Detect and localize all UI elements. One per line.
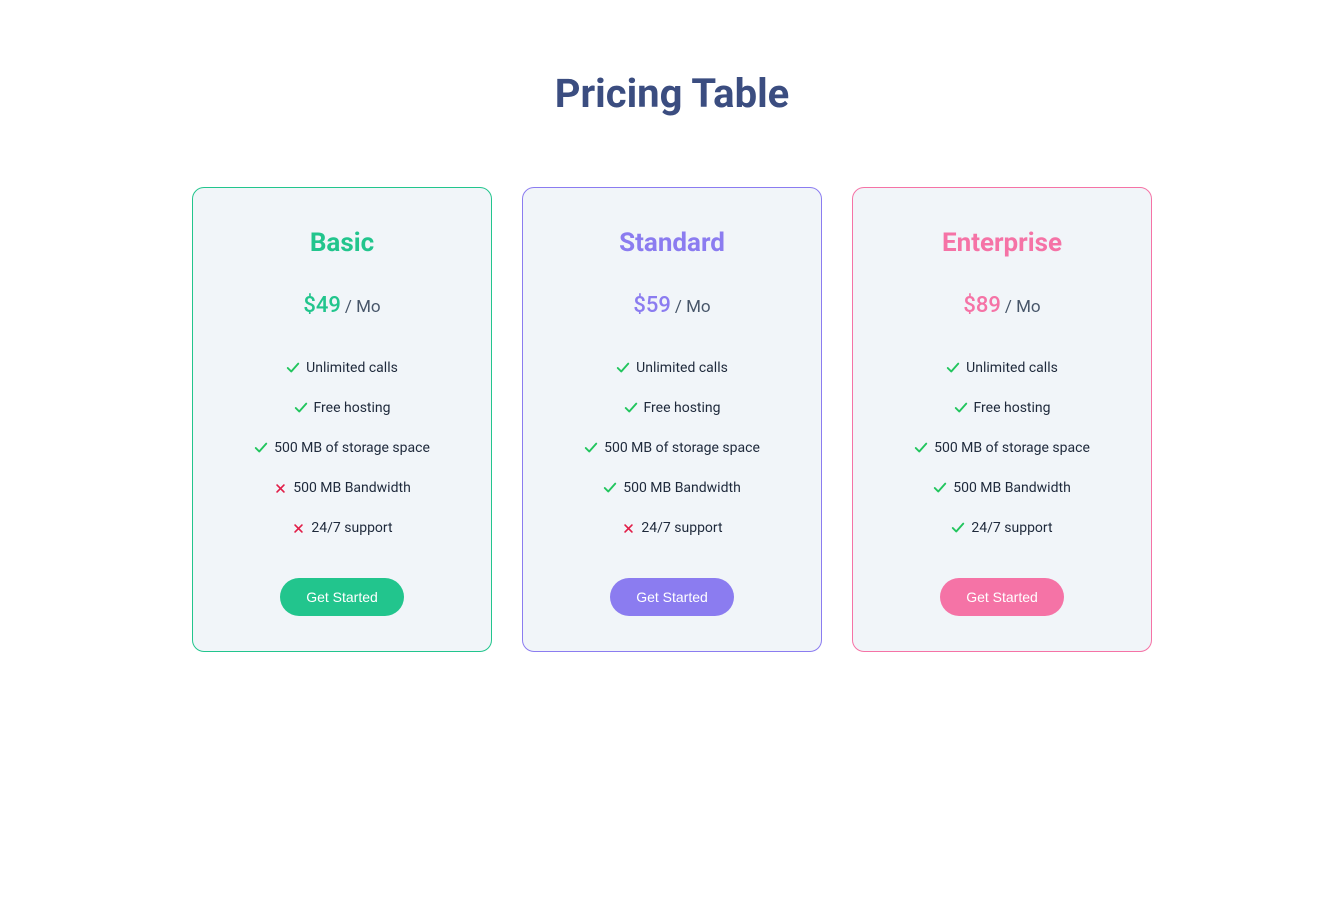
feature-label: Unlimited calls xyxy=(636,360,728,376)
check-icon xyxy=(254,441,268,455)
feature-label: 500 MB Bandwidth xyxy=(623,480,741,496)
page-title: Pricing Table xyxy=(555,70,790,117)
check-icon xyxy=(946,361,960,375)
check-icon xyxy=(914,441,928,455)
feature-label: 500 MB of storage space xyxy=(934,440,1090,456)
get-started-button[interactable]: Get Started xyxy=(610,578,734,616)
check-icon xyxy=(603,481,617,495)
feature-item: Unlimited calls xyxy=(543,348,801,388)
plan-name: Standard xyxy=(543,228,801,258)
feature-label: Free hosting xyxy=(314,400,391,416)
price-period: / Mo xyxy=(1005,297,1041,317)
feature-label: Unlimited calls xyxy=(966,360,1058,376)
feature-item: 500 MB of storage space xyxy=(543,428,801,468)
feature-label: Free hosting xyxy=(974,400,1051,416)
cross-icon xyxy=(291,521,305,535)
feature-label: 500 MB Bandwidth xyxy=(293,480,411,496)
check-icon xyxy=(616,361,630,375)
plan-name: Basic xyxy=(213,228,471,258)
feature-label: Free hosting xyxy=(644,400,721,416)
feature-list: Unlimited calls Free hosting 500 MB of sto… xyxy=(213,348,471,548)
feature-label: 500 MB of storage space xyxy=(604,440,760,456)
price-period: / Mo xyxy=(675,297,711,317)
feature-label: 500 MB of storage space xyxy=(274,440,430,456)
pricing-card-standard: Standard $59 / Mo Unlimited calls Free host… xyxy=(522,187,822,652)
check-icon xyxy=(933,481,947,495)
check-icon xyxy=(624,401,638,415)
check-icon xyxy=(951,521,965,535)
feature-label: 24/7 support xyxy=(971,520,1052,536)
price-period: / Mo xyxy=(345,297,381,317)
price-line: $89 / Mo xyxy=(873,293,1131,318)
get-started-button[interactable]: Get Started xyxy=(940,578,1064,616)
feature-label: 24/7 support xyxy=(311,520,392,536)
plan-name: Enterprise xyxy=(873,228,1131,258)
check-icon xyxy=(954,401,968,415)
get-started-button[interactable]: Get Started xyxy=(280,578,404,616)
feature-item: 500 MB of storage space xyxy=(213,428,471,468)
feature-label: 24/7 support xyxy=(641,520,722,536)
price: $49 xyxy=(303,293,341,318)
check-icon xyxy=(294,401,308,415)
feature-item: Unlimited calls xyxy=(213,348,471,388)
feature-item: 500 MB of storage space xyxy=(873,428,1131,468)
pricing-cards: Basic $49 / Mo Unlimited calls Free hosting… xyxy=(192,187,1152,652)
check-icon xyxy=(286,361,300,375)
feature-item: Free hosting xyxy=(873,388,1131,428)
feature-list: Unlimited calls Free hosting 500 MB of sto… xyxy=(873,348,1131,548)
cross-icon xyxy=(273,481,287,495)
cross-icon xyxy=(621,521,635,535)
price: $59 xyxy=(633,293,671,318)
pricing-card-enterprise: Enterprise $89 / Mo Unlimited calls Free ho… xyxy=(852,187,1152,652)
price-line: $49 / Mo xyxy=(213,293,471,318)
feature-label: 500 MB Bandwidth xyxy=(953,480,1071,496)
pricing-section: Pricing Table Basic $49 / Mo Unlimited cal… xyxy=(0,0,1344,652)
feature-item: 500 MB Bandwidth xyxy=(543,468,801,508)
check-icon xyxy=(584,441,598,455)
price-line: $59 / Mo xyxy=(543,293,801,318)
feature-item: Free hosting xyxy=(213,388,471,428)
pricing-card-basic: Basic $49 / Mo Unlimited calls Free hosting… xyxy=(192,187,492,652)
feature-item: 24/7 support xyxy=(213,508,471,548)
feature-item: 500 MB Bandwidth xyxy=(873,468,1131,508)
feature-list: Unlimited calls Free hosting 500 MB of sto… xyxy=(543,348,801,548)
feature-item: 24/7 support xyxy=(543,508,801,548)
feature-item: 24/7 support xyxy=(873,508,1131,548)
feature-label: Unlimited calls xyxy=(306,360,398,376)
feature-item: Unlimited calls xyxy=(873,348,1131,388)
feature-item: Free hosting xyxy=(543,388,801,428)
price: $89 xyxy=(963,293,1001,318)
feature-item: 500 MB Bandwidth xyxy=(213,468,471,508)
